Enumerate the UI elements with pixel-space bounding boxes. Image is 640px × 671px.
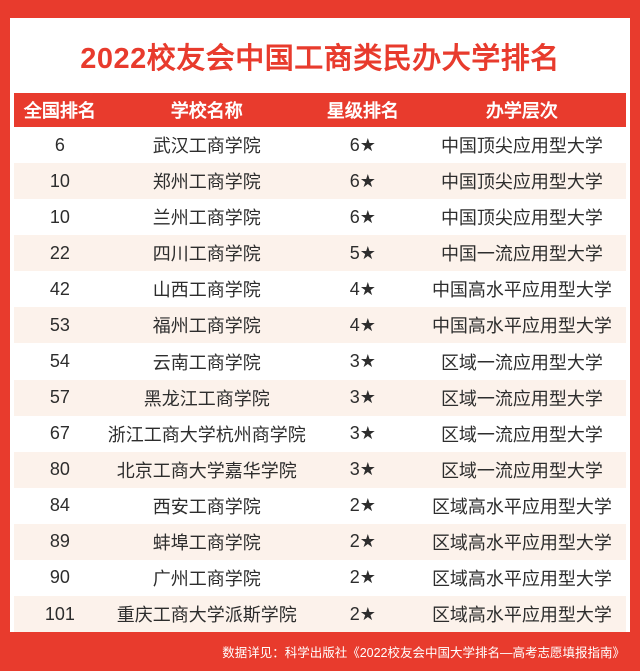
level-cell: 区域高水平应用型大学 xyxy=(431,532,612,553)
stars-cell: 4★ xyxy=(349,278,376,299)
school-cell: 西安工商学院 xyxy=(152,496,261,517)
table-row: 101 重庆工商大学派斯学院 2★ 区域高水平应用型大学 xyxy=(14,596,626,633)
school-cell: 蚌埠工商学院 xyxy=(152,532,261,553)
level-cell: 中国高水平应用型大学 xyxy=(431,316,612,337)
content-panel: 2022校友会中国工商类民办大学排名 全国排名 学校名称 星级排名 办学层次 6… xyxy=(10,18,630,633)
school-cell: 浙江工商大学杭州商学院 xyxy=(107,424,306,445)
school-cell: 武汉工商学院 xyxy=(152,136,261,157)
table-row: 10 兰州工商学院 6★ 中国顶尖应用型大学 xyxy=(14,199,626,236)
rank-cell: 42 xyxy=(49,278,70,299)
stars-cell: 2★ xyxy=(349,603,376,624)
stars-cell: 4★ xyxy=(349,314,376,335)
table-row: 89 蚌埠工商学院 2★ 区域高水平应用型大学 xyxy=(14,523,626,560)
level-cell: 区域一流应用型大学 xyxy=(440,352,603,373)
rank-cell: 90 xyxy=(49,567,70,588)
rank-cell: 53 xyxy=(49,314,70,335)
school-cell: 黑龙江工商学院 xyxy=(143,388,270,409)
rank-cell: 101 xyxy=(44,603,75,624)
school-cell: 广州工商学院 xyxy=(152,568,261,589)
source-note: 数据详见：科学出版社《2022校友会中国大学排名—高考志愿填报指南》 xyxy=(222,646,625,660)
stars-cell: 3★ xyxy=(349,387,376,408)
level-cell: 区域高水平应用型大学 xyxy=(431,496,612,517)
ranking-table: 全国排名 学校名称 星级排名 办学层次 6 武汉工商学院 6★ 中国顶尖应用型大学 10… xyxy=(14,93,626,633)
level-cell: 中国顶尖应用型大学 xyxy=(440,136,603,157)
rank-cell: 54 xyxy=(49,351,70,371)
level-cell: 区域一流应用型大学 xyxy=(440,388,603,409)
stars-cell: 3★ xyxy=(349,423,376,444)
rank-cell: 89 xyxy=(49,531,70,552)
stars-cell: 6★ xyxy=(349,206,376,227)
stars-cell: 5★ xyxy=(349,242,376,263)
table-row: 10 郑州工商学院 6★ 中国顶尖应用型大学 xyxy=(14,163,626,200)
level-cell: 中国高水平应用型大学 xyxy=(431,280,612,301)
header-cell-school-name: 学校名称 xyxy=(170,101,243,121)
rank-cell: 57 xyxy=(49,387,70,408)
stars-cell: 6★ xyxy=(349,134,376,155)
school-cell: 重庆工商大学派斯学院 xyxy=(116,605,297,626)
table-row: 22 四川工商学院 5★ 中国一流应用型大学 xyxy=(14,235,626,272)
table-header-row: 全国排名 学校名称 星级排名 办学层次 xyxy=(14,93,626,127)
level-cell: 中国顶尖应用型大学 xyxy=(440,208,603,229)
table-rows: 6 武汉工商学院 6★ 中国顶尖应用型大学 10 郑州工商学院 6★ 中国顶尖应用型大学 10 兰… xyxy=(14,127,626,633)
school-cell: 北京工商大学嘉华学院 xyxy=(116,460,297,481)
table-row: 6 武汉工商学院 6★ 中国顶尖应用型大学 xyxy=(14,127,626,164)
school-cell: 云南工商学院 xyxy=(152,352,261,373)
table-row: 42 山西工商学院 4★ 中国高水平应用型大学 xyxy=(14,271,626,308)
rank-cell: 84 xyxy=(49,495,70,516)
school-cell: 兰州工商学院 xyxy=(152,208,261,229)
page-title: 2022校友会中国工商类民办大学排名 xyxy=(80,42,560,75)
header-cell-national-rank: 全国排名 xyxy=(23,101,96,121)
table-row: 84 西安工商学院 2★ 区域高水平应用型大学 xyxy=(14,487,626,524)
header-cell-star-rank: 星级排名 xyxy=(326,101,399,121)
rank-cell: 6 xyxy=(54,134,65,155)
school-cell: 山西工商学院 xyxy=(152,280,261,301)
table-row: 54 云南工商学院 3★ 区域一流应用型大学 xyxy=(14,343,626,380)
level-cell: 区域一流应用型大学 xyxy=(440,460,603,481)
footer-bar: 数据详见：科学出版社《2022校友会中国大学排名—高考志愿填报指南》 xyxy=(0,632,640,671)
rank-cell: 10 xyxy=(49,170,70,191)
level-cell: 中国顶尖应用型大学 xyxy=(440,172,603,193)
stars-cell: 6★ xyxy=(349,170,376,191)
stars-cell: 3★ xyxy=(349,459,376,480)
rank-cell: 10 xyxy=(49,206,70,227)
stars-cell: 2★ xyxy=(349,567,376,588)
table-row: 53 福州工商学院 4★ 中国高水平应用型大学 xyxy=(14,307,626,344)
rank-cell: 80 xyxy=(49,459,70,480)
school-cell: 福州工商学院 xyxy=(152,316,261,337)
table-row: 90 广州工商学院 2★ 区域高水平应用型大学 xyxy=(14,559,626,597)
school-cell: 郑州工商学院 xyxy=(152,172,261,193)
table-row: 80 北京工商大学嘉华学院 3★ 区域一流应用型大学 xyxy=(14,451,626,488)
level-cell: 区域高水平应用型大学 xyxy=(431,568,612,589)
rank-cell: 67 xyxy=(49,423,70,444)
stars-cell: 2★ xyxy=(349,495,376,516)
level-cell: 区域一流应用型大学 xyxy=(440,424,603,445)
table-row: 67 浙江工商大学杭州商学院 3★ 区域一流应用型大学 xyxy=(14,415,626,452)
table-row: 57 黑龙江工商学院 3★ 区域一流应用型大学 xyxy=(14,379,626,416)
level-cell: 中国一流应用型大学 xyxy=(440,244,603,265)
stars-cell: 3★ xyxy=(349,351,376,371)
rank-cell: 22 xyxy=(49,242,70,263)
header-cell-school-level: 办学层次 xyxy=(485,101,558,121)
level-cell: 区域高水平应用型大学 xyxy=(431,605,612,626)
school-cell: 四川工商学院 xyxy=(152,244,261,265)
stars-cell: 2★ xyxy=(349,531,376,552)
